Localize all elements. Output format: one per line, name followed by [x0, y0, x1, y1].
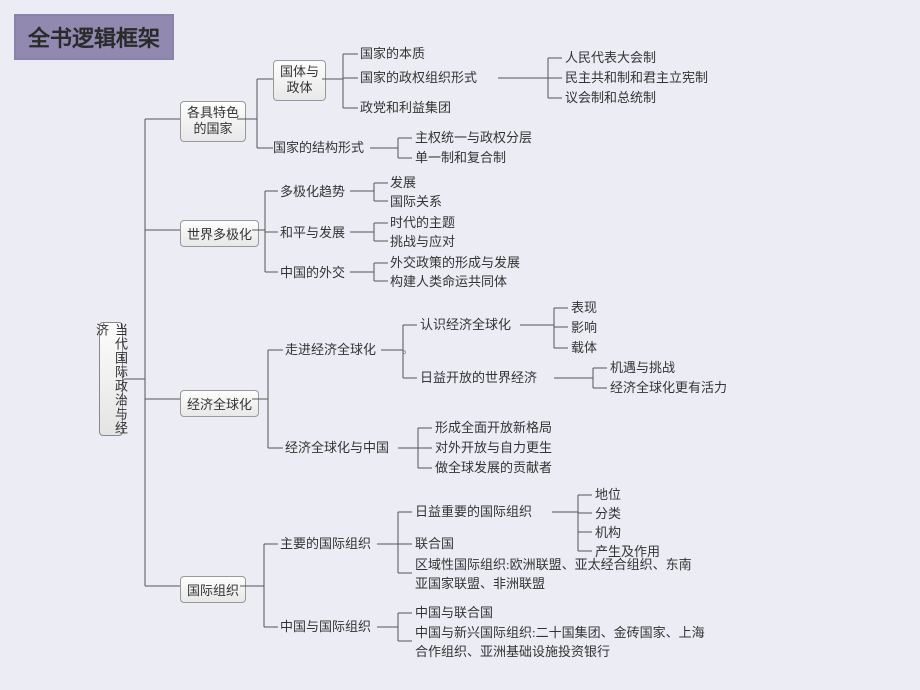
leaf-develop: 发展 — [390, 175, 416, 192]
branch-multipolar: 世界多极化 — [180, 220, 259, 247]
leaf-opportunity: 机遇与挑战 — [610, 360, 675, 377]
leaf-regime-form: 国家的政权组织形式 — [360, 70, 477, 87]
leaf-republic: 民主共和制和君主立宪制 — [565, 70, 708, 87]
leaf-un: 联合国 — [415, 536, 454, 553]
leaf-parties: 政党和利益集团 — [360, 100, 451, 117]
node-state-regime-l2: 政体 — [280, 80, 319, 96]
leaf-regional-l2: 亚国家联盟、非洲联盟 — [415, 576, 545, 593]
node-main-intl-org: 主要的国际组织 — [280, 536, 371, 553]
leaf-parliament: 议会制和总统制 — [565, 90, 656, 107]
branch-nations-l1: 各具特色 — [187, 105, 239, 121]
leaf-community: 构建人类命运共同体 — [390, 274, 507, 291]
node-china-diplomacy: 中国的外交 — [280, 265, 345, 282]
leaf-china-new-l1: 中国与新兴国际组织:二十国集团、金砖国家、上海 — [415, 625, 705, 642]
leaf-china-new-l2: 合作组织、亚洲基础设施投资银行 — [415, 644, 610, 661]
leaf-regional-l1: 区域性国际组织:欧洲联盟、亚太经合组织、东南 — [415, 557, 692, 574]
leaf-yingxiang: 影响 — [571, 320, 597, 337]
leaf-intl-rel: 国际关系 — [390, 194, 442, 211]
node-state-regime: 国体与 政体 — [273, 60, 326, 101]
leaf-self-reliance: 对外开放与自力更生 — [435, 440, 552, 457]
branch-nations-l2: 的国家 — [187, 121, 239, 137]
node-state-regime-l1: 国体与 — [280, 64, 319, 80]
node-multipolar-trend: 多极化趋势 — [280, 184, 345, 201]
leaf-state-essence: 国家的本质 — [360, 46, 425, 63]
leaf-sovereignty: 主权统一与政权分层 — [415, 130, 532, 147]
node-state-structure: 国家的结构形式 — [273, 140, 364, 157]
leaf-agency: 机构 — [595, 525, 621, 542]
leaf-foreign-policy: 外交政策的形成与发展 — [390, 255, 520, 272]
node-peace-dev: 和平与发展 — [280, 225, 345, 242]
node-china-intl-org: 中国与国际组织 — [280, 619, 371, 636]
leaf-challenge: 挑战与应对 — [390, 234, 455, 251]
leaf-contributor: 做全球发展的贡献者 — [435, 460, 552, 477]
leaf-npc: 人民代表大会制 — [565, 50, 656, 67]
page-title: 全书逻辑框架 — [14, 14, 174, 60]
leaf-important-org: 日益重要的国际组织 — [415, 504, 532, 521]
node-open-econ: 日益开放的世界经济 — [420, 370, 537, 387]
leaf-china-un: 中国与联合国 — [415, 605, 493, 622]
leaf-era-theme: 时代的主题 — [390, 215, 455, 232]
leaf-category: 分类 — [595, 506, 621, 523]
leaf-more-vital: 经济全球化更有活力 — [610, 380, 727, 397]
root-node: 当代国际政治与经济 — [99, 322, 123, 436]
node-into-globalization: 走进经济全球化 — [285, 342, 376, 359]
branch-intl-org: 国际组织 — [180, 576, 246, 603]
branch-nations: 各具特色 的国家 — [180, 101, 246, 142]
leaf-position: 地位 — [595, 487, 621, 504]
node-glob-china: 经济全球化与中国 — [285, 440, 389, 457]
leaf-zaiti: 载体 — [571, 340, 597, 357]
leaf-biaoxian: 表现 — [571, 300, 597, 317]
leaf-dot: 。 — [402, 343, 413, 357]
leaf-open-pattern: 形成全面开放新格局 — [435, 420, 552, 437]
leaf-unitary: 单一制和复合制 — [415, 150, 506, 167]
branch-globalization: 经济全球化 — [180, 390, 259, 417]
node-know-glob: 认识经济全球化 — [420, 317, 511, 334]
